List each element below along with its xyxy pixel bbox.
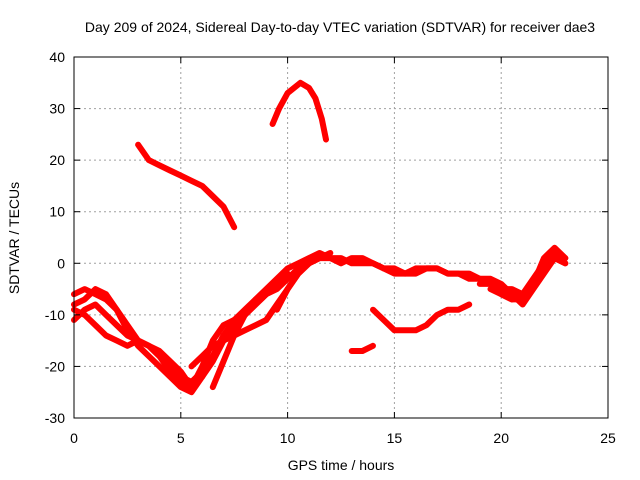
x-tick-label: 20 — [493, 430, 509, 446]
series-track-2 — [71, 286, 270, 396]
series-track-14 — [348, 342, 376, 354]
series-track-4 — [71, 260, 312, 385]
y-tick-label: -10 — [45, 307, 65, 323]
x-axis-label: GPS time / hours — [288, 457, 395, 473]
y-tick-label: 20 — [49, 152, 65, 168]
y-tick-label: -20 — [45, 358, 65, 374]
series-track-12 — [269, 79, 329, 143]
plot-frame — [73, 56, 609, 419]
y-tick-label: 30 — [49, 101, 65, 117]
y-tick-label: 40 — [49, 49, 65, 65]
x-tick-label: 15 — [387, 430, 403, 446]
series-track-10 — [487, 244, 569, 303]
axis-ticks: 0 5 10 15 20 25 -30 -20 -10 0 10 20 30 40 — [45, 49, 616, 446]
series-track-5 — [188, 250, 334, 370]
y-tick-label: 0 — [57, 255, 65, 271]
y-tick-label: 10 — [49, 204, 65, 220]
x-tick-label: 0 — [70, 430, 78, 446]
series-track-1 — [71, 270, 291, 391]
series-layer — [71, 79, 569, 396]
x-tick-label: 10 — [280, 430, 296, 446]
x-tick-label: 25 — [600, 430, 616, 446]
series-track-13 — [370, 301, 473, 334]
x-tick-label: 5 — [177, 430, 185, 446]
chart-title: Day 209 of 2024, Sidereal Day-to-day VTE… — [85, 19, 595, 35]
y-tick-label: -30 — [45, 410, 65, 426]
series-track-11 — [135, 141, 238, 231]
y-axis-label: SDTVAR / TECUs — [6, 182, 22, 294]
